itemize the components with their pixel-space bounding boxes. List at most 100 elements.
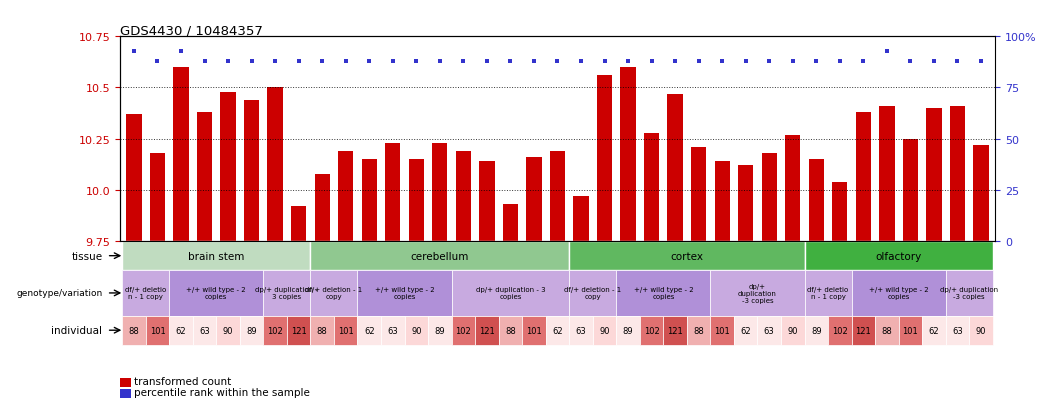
Point [408,58,425,65]
Text: GDS4430 / 10484357: GDS4430 / 10484357 [120,24,263,37]
Bar [240,316,264,345]
Bar [851,271,946,316]
Bar [804,242,993,271]
Point [314,58,330,65]
Bar [428,316,451,345]
Text: df/+ deletio
n - 1 copy: df/+ deletio n - 1 copy [808,287,848,300]
Bar [122,271,169,316]
Bar [338,152,353,242]
Text: 88: 88 [128,326,140,335]
Point [431,58,448,65]
Bar [711,271,804,316]
Bar [664,316,687,345]
Text: 121: 121 [667,326,683,335]
Bar [569,316,593,345]
Point [596,58,613,65]
Text: tissue: tissue [71,251,102,261]
Text: 102: 102 [455,326,471,335]
Point [361,58,377,65]
Bar [616,271,711,316]
Bar [287,316,311,345]
Bar [502,205,518,242]
Point [785,58,801,65]
Text: +/+ wild type - 2
copies: +/+ wild type - 2 copies [869,287,928,300]
Bar [593,316,616,345]
Bar [217,316,240,345]
Bar [550,152,565,242]
Text: 89: 89 [811,326,821,335]
Bar [973,145,989,242]
Text: df/+ deletio
n - 1 copy: df/+ deletio n - 1 copy [125,287,167,300]
Bar [782,316,804,345]
Bar [785,135,800,242]
Text: 101: 101 [715,326,730,335]
Bar [264,271,311,316]
Text: +/+ wild type - 2
copies: +/+ wild type - 2 copies [634,287,693,300]
Point [620,58,637,65]
Point [925,58,942,65]
Text: 63: 63 [199,326,209,335]
Bar [268,88,282,242]
Text: dp/+ duplication - 3
copies: dp/+ duplication - 3 copies [475,287,545,300]
Bar [479,162,495,242]
Text: transformed count: transformed count [134,376,231,386]
Text: 90: 90 [411,326,422,335]
Bar [691,147,706,242]
Text: dp/+ duplication
-3 copies: dp/+ duplication -3 copies [940,287,998,300]
Bar [879,107,894,242]
Point [478,58,495,65]
Text: percentile rank within the sample: percentile rank within the sample [134,387,311,397]
Text: df/+ deletion - 1
copy: df/+ deletion - 1 copy [564,287,621,300]
Bar [833,182,847,242]
Point [738,58,754,65]
Point [808,58,824,65]
Point [972,58,989,65]
Bar [715,162,729,242]
Text: 101: 101 [338,326,353,335]
Point [549,58,566,65]
Bar [922,316,946,345]
Bar [315,174,330,242]
Bar [644,133,660,242]
Text: 101: 101 [902,326,918,335]
Bar [734,316,758,345]
Bar [950,107,965,242]
Point [126,48,143,55]
Point [267,58,283,65]
Point [525,58,542,65]
Bar [828,316,851,345]
Text: +/+ wild type - 2
copies: +/+ wild type - 2 copies [187,287,246,300]
Bar [169,271,264,316]
Bar [809,160,824,242]
Point [690,58,706,65]
Bar [573,197,589,242]
Text: 62: 62 [928,326,939,335]
Text: 102: 102 [832,326,848,335]
Bar [381,316,404,345]
Point [502,58,519,65]
Bar [762,154,777,242]
Bar [146,316,169,345]
Point [220,58,237,65]
Point [902,58,919,65]
Bar [926,109,942,242]
Text: 90: 90 [223,326,233,335]
Bar [569,242,804,271]
Text: individual: individual [51,325,102,335]
Text: 62: 62 [741,326,751,335]
Text: 62: 62 [364,326,374,335]
Bar [620,68,636,242]
Bar [855,113,871,242]
Bar [193,316,217,345]
Point [878,48,895,55]
Bar [804,316,828,345]
Bar [173,68,189,242]
Bar [969,316,993,345]
Bar [875,316,898,345]
Text: 63: 63 [764,326,774,335]
Text: 88: 88 [693,326,704,335]
Bar [244,100,259,242]
Text: genotype/variation: genotype/variation [16,289,102,298]
Bar [122,316,146,345]
Bar [597,76,612,242]
